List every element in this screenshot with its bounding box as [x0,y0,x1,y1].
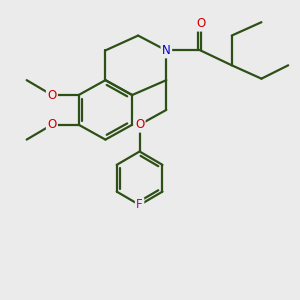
Text: N: N [162,44,171,57]
Text: O: O [135,118,144,131]
Text: O: O [47,88,56,101]
Text: F: F [136,199,143,212]
Text: O: O [196,17,205,30]
Text: O: O [47,118,56,131]
